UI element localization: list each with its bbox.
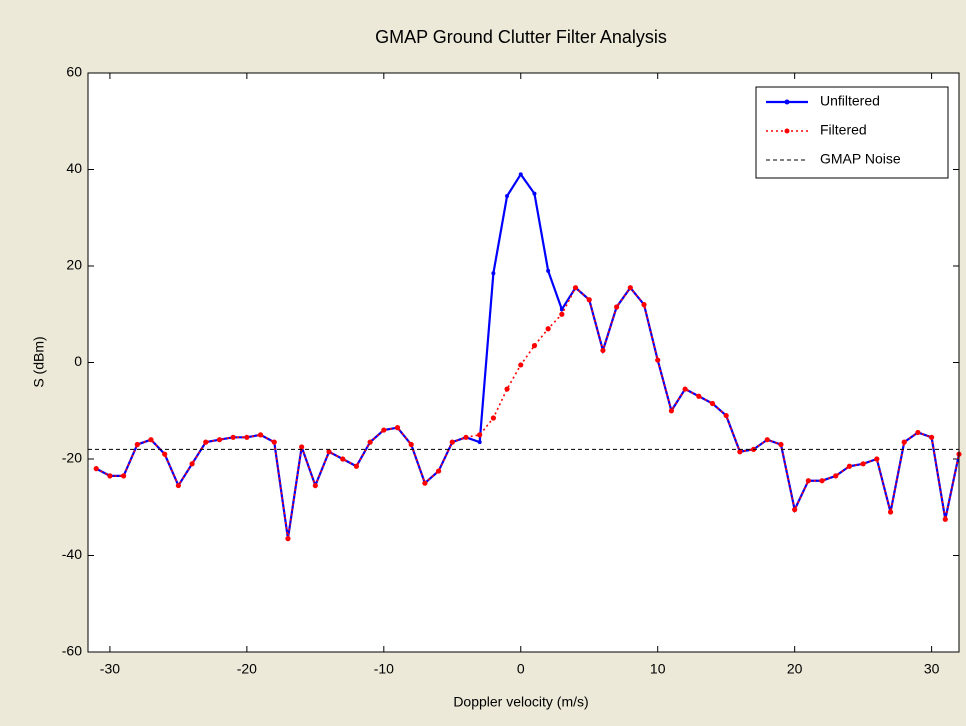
x-tick-label: 20 bbox=[787, 661, 803, 677]
point bbox=[682, 386, 688, 392]
point bbox=[477, 440, 482, 445]
point bbox=[463, 434, 469, 440]
point bbox=[394, 425, 401, 431]
y-axis-label: S (dBm) bbox=[31, 336, 47, 387]
point bbox=[901, 439, 907, 445]
point bbox=[641, 302, 647, 308]
point bbox=[792, 507, 798, 513]
point bbox=[175, 482, 181, 489]
point bbox=[435, 468, 442, 474]
point bbox=[942, 516, 948, 522]
axes-box bbox=[87, 72, 960, 653]
point bbox=[819, 478, 825, 484]
y-tick-label: 40 bbox=[66, 160, 82, 176]
point bbox=[244, 434, 250, 440]
point bbox=[531, 343, 538, 349]
point bbox=[203, 439, 209, 445]
point bbox=[668, 408, 675, 414]
legend-label: Unfiltered bbox=[820, 93, 880, 109]
point bbox=[148, 437, 154, 443]
x-tick-label: 30 bbox=[924, 661, 940, 677]
y-tick-label: -40 bbox=[62, 546, 82, 562]
point bbox=[559, 311, 565, 317]
point bbox=[504, 386, 510, 392]
point bbox=[367, 439, 373, 445]
point bbox=[887, 509, 894, 515]
point bbox=[216, 437, 223, 443]
point bbox=[491, 271, 496, 276]
point bbox=[189, 461, 195, 467]
point bbox=[696, 393, 702, 399]
point bbox=[614, 304, 620, 310]
point bbox=[312, 482, 318, 489]
point bbox=[586, 297, 592, 303]
point bbox=[271, 439, 277, 445]
point bbox=[929, 434, 935, 440]
point bbox=[285, 536, 291, 542]
x-axis-label: Doppler velocity (m/s) bbox=[453, 694, 588, 710]
point bbox=[915, 429, 921, 436]
point bbox=[134, 441, 140, 448]
point bbox=[449, 439, 455, 445]
point bbox=[627, 285, 633, 291]
y-tick-label: 0 bbox=[74, 353, 82, 369]
point bbox=[353, 463, 360, 469]
point bbox=[545, 326, 551, 332]
point bbox=[326, 449, 332, 455]
point bbox=[121, 473, 127, 479]
x-tick-label: -30 bbox=[100, 661, 120, 677]
point bbox=[860, 461, 866, 467]
point bbox=[532, 191, 537, 196]
legend-label: GMAP Noise bbox=[820, 151, 901, 167]
y-tick-label: -60 bbox=[62, 643, 82, 659]
series-line bbox=[95, 286, 960, 539]
point bbox=[422, 480, 428, 486]
legend-label: Filtered bbox=[820, 122, 867, 138]
point bbox=[655, 357, 661, 363]
x-tick-label: 10 bbox=[650, 661, 666, 677]
x-tick-label: 0 bbox=[517, 661, 525, 677]
chart-title: GMAP Ground Clutter Filter Analysis bbox=[375, 27, 667, 47]
point bbox=[764, 437, 770, 443]
legend-marker bbox=[784, 99, 790, 105]
point bbox=[162, 451, 168, 457]
point bbox=[723, 412, 729, 419]
point bbox=[340, 456, 346, 462]
point bbox=[709, 400, 716, 407]
point bbox=[518, 362, 524, 368]
point bbox=[505, 194, 510, 199]
point bbox=[572, 285, 579, 291]
point bbox=[737, 449, 743, 455]
point bbox=[805, 478, 811, 484]
point bbox=[381, 427, 387, 433]
point bbox=[408, 441, 414, 448]
point bbox=[518, 172, 523, 177]
point bbox=[874, 456, 880, 462]
y-tick-label: -20 bbox=[62, 450, 82, 466]
point bbox=[490, 415, 496, 421]
point bbox=[299, 444, 305, 450]
point bbox=[833, 473, 839, 479]
point bbox=[107, 473, 113, 479]
point bbox=[559, 307, 564, 312]
point bbox=[230, 434, 236, 440]
point bbox=[257, 432, 264, 438]
y-tick-label: 60 bbox=[66, 64, 82, 80]
x-tick-label: -10 bbox=[374, 661, 394, 677]
point bbox=[477, 432, 483, 438]
y-tick-label: 20 bbox=[66, 257, 82, 273]
point bbox=[546, 268, 551, 273]
point bbox=[93, 466, 99, 472]
point bbox=[846, 463, 853, 469]
point bbox=[600, 347, 606, 354]
x-tick-label: -20 bbox=[237, 661, 257, 677]
legend-marker bbox=[784, 128, 790, 134]
point bbox=[778, 441, 784, 448]
